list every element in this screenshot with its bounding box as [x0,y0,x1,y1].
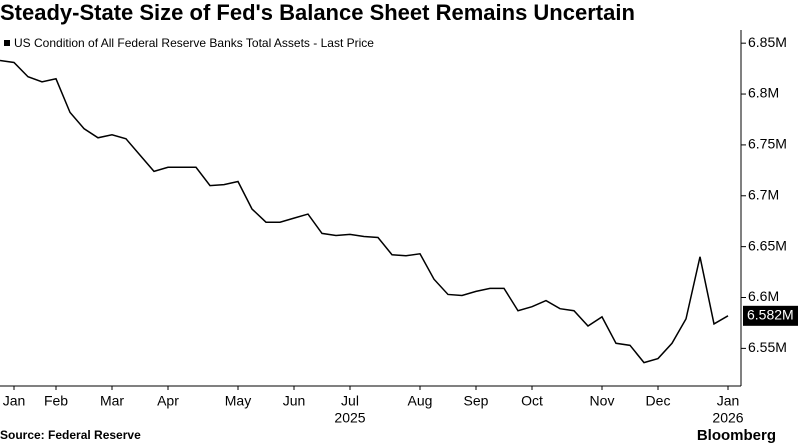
y-tick-label: 6.65M [748,237,787,253]
legend-label: US Condition of All Federal Reserve Bank… [14,36,374,50]
y-tick-label: 6.8M [748,85,779,101]
y-tick-label: 6.6M [748,288,779,304]
last-price-box [743,305,798,326]
last-price-label: 6.582M [747,307,794,323]
x-year-label: 2025 [334,410,365,426]
x-tick-label: Feb [44,393,68,409]
x-tick-label: Jul [341,393,359,409]
x-tick-label: Nov [590,393,615,409]
x-tick-label: Apr [157,393,179,409]
x-tick-label: May [225,393,251,409]
y-tick-label: 6.55M [748,339,787,355]
chart-title: Steady-State Size of Fed's Balance Sheet… [0,0,635,25]
x-tick-label: Jan [3,393,26,409]
x-tick-label: Jun [283,393,306,409]
y-tick-label: 6.7M [748,186,779,202]
x-year-label: 2026 [712,410,743,426]
x-tick-label: Aug [408,393,433,409]
y-tick-label: 6.75M [748,136,787,152]
line-series [0,59,729,364]
x-tick-label: Dec [646,393,671,409]
source: Source: Federal Reserve [0,428,141,442]
x-tick-label: Oct [521,393,543,409]
x-tick-label: Mar [100,393,124,409]
brand: Bloomberg [697,427,776,443]
x-tick-label: Jan [717,393,740,409]
legend-swatch [4,40,10,46]
y-tick-label: 6.85M [748,34,787,50]
x-tick-label: Sep [464,393,489,409]
